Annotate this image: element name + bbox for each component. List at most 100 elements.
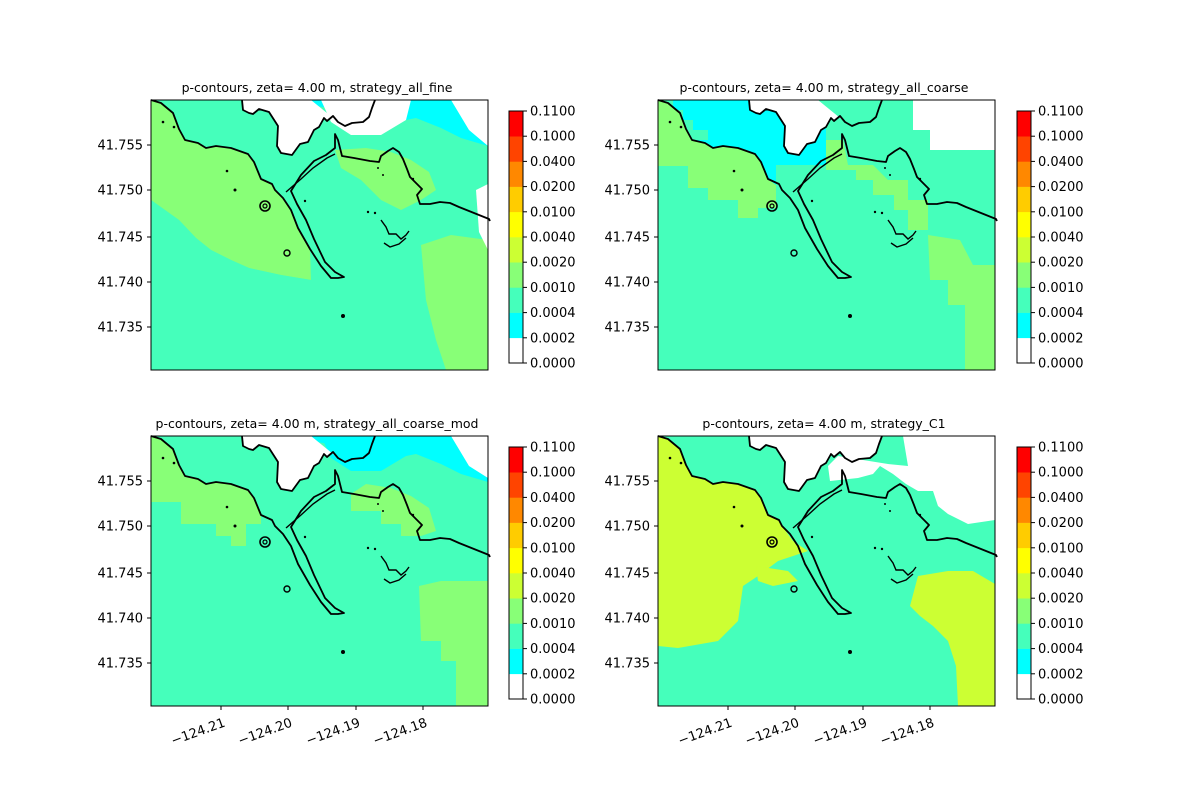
y-axis: 41.755 41.750 41.745 41.740 41.735	[98, 475, 151, 672]
colorbar-swatch	[509, 598, 523, 624]
heatmap-field	[658, 436, 995, 706]
colorbar-swatch	[1017, 522, 1031, 549]
colorbar-swatch	[1017, 573, 1031, 599]
colorbar-swatch	[1017, 472, 1031, 498]
colorbar-swatch	[509, 237, 523, 263]
colorbar-swatch	[1017, 337, 1031, 364]
y-tick-label: 41.750	[98, 184, 144, 199]
panel-strategy-all-fine: p-contours, zeta= 4.00 m, strategy_all_f…	[98, 80, 491, 371]
colorbar-tick-label: 0.0004	[530, 306, 576, 321]
colorbar-tick-label: 0.0020	[530, 256, 576, 271]
colorbar-tick-label: 0.0000	[530, 357, 576, 372]
heatmap-field	[151, 436, 488, 706]
colorbar-tick-label: 0.0010	[1038, 281, 1084, 296]
colorbar-tick-label: 0.1000	[1038, 130, 1084, 145]
x-tick-label: −124.18	[878, 716, 936, 749]
colorbar-swatch	[1017, 186, 1031, 213]
colorbar-tick-label: 0.0000	[530, 693, 576, 708]
axes-frame	[657, 435, 996, 707]
colorbar-tick-label: 0.1000	[530, 466, 576, 481]
colorbar-tick-label: 0.0100	[1038, 205, 1084, 220]
panel-title: p-contours, zeta= 4.00 m, strategy_all_f…	[182, 80, 453, 95]
panel-strategy-all-coarse: p-contours, zeta= 4.00 m, strategy_all_c…	[605, 80, 998, 371]
heatmap-field	[658, 100, 995, 370]
colorbar-tick-label: 0.0200	[1038, 516, 1084, 531]
y-tick-label: 41.735	[605, 657, 651, 672]
colorbar-tick-label: 0.0002	[1038, 331, 1084, 346]
colorbar-tick-label: 0.0100	[530, 541, 576, 556]
colorbar-tick-label: 0.0010	[530, 617, 576, 632]
y-tick-label: 41.745	[605, 231, 651, 246]
colorbar-tick-label: 0.0400	[1038, 155, 1084, 170]
colorbar-swatch	[1017, 648, 1031, 675]
y-tick-label: 41.745	[98, 231, 144, 246]
colorbar-swatch	[509, 186, 523, 213]
y-tick-label: 41.735	[605, 321, 651, 336]
colorbar-tick-label: 0.1100	[530, 105, 576, 120]
y-axis: 41.755 41.750 41.745 41.740 41.735	[98, 139, 151, 336]
y-tick-label: 41.740	[98, 612, 144, 627]
colorbar-swatch	[509, 161, 523, 187]
y-axis: 41.755 41.750 41.745 41.740 41.735	[605, 139, 658, 336]
x-axis: −124.21 −124.20 −124.19 −124.18	[169, 706, 429, 749]
colorbar-swatch	[509, 673, 523, 700]
colorbar-swatch	[509, 648, 523, 675]
colorbar-tick-label: 0.0000	[1038, 693, 1084, 708]
colorbar: 0.0000 0.0002 0.0004 0.0010 0.0020 0.0040 0.01…	[508, 441, 576, 708]
colorbar-tick-label: 0.0000	[1038, 357, 1084, 372]
x-tick-label: −124.20	[236, 716, 294, 749]
colorbar-swatch	[509, 522, 523, 549]
colorbar-swatch	[509, 211, 523, 238]
x-tick-label: −124.21	[676, 716, 734, 749]
x-tick-label: −124.19	[811, 716, 869, 749]
colorbar-swatch	[1017, 111, 1031, 137]
colorbar-swatch	[509, 262, 523, 288]
colorbar-tick-label: 0.0020	[530, 592, 576, 607]
colorbar-swatch	[1017, 312, 1031, 339]
colorbar-swatch	[509, 287, 523, 313]
colorbar-tick-label: 0.0400	[1038, 491, 1084, 506]
colorbar-tick-label: 0.0200	[530, 516, 576, 531]
colorbar-swatch	[1017, 547, 1031, 574]
y-tick-label: 41.745	[605, 567, 651, 582]
colorbar-tick-label: 0.0020	[1038, 256, 1084, 271]
axes-frame	[150, 99, 489, 371]
colorbar-tick-label: 0.0004	[530, 642, 576, 657]
y-tick-label: 41.745	[98, 567, 144, 582]
y-tick-label: 41.755	[98, 475, 144, 490]
y-tick-label: 41.740	[605, 276, 651, 291]
colorbar-swatch	[509, 573, 523, 599]
colorbar-swatch	[509, 136, 523, 162]
colorbar-tick-label: 0.0400	[530, 491, 576, 506]
colorbar-tick-label: 0.1100	[530, 441, 576, 456]
colorbar-tick-label: 0.0004	[1038, 642, 1084, 657]
colorbar-swatch	[509, 497, 523, 523]
y-tick-label: 41.755	[605, 139, 651, 154]
y-tick-label: 41.740	[98, 276, 144, 291]
x-tick-label: −124.19	[304, 716, 362, 749]
colorbar: 0.0000 0.0002 0.0004 0.0010 0.0020 0.0040 0.01…	[508, 105, 576, 372]
y-tick-label: 41.755	[605, 475, 651, 490]
colorbar-swatch	[1017, 136, 1031, 162]
panel-strategy-all-coarse-mod: p-contours, zeta= 4.00 m, strategy_all_c…	[98, 416, 491, 749]
colorbar-swatch	[509, 547, 523, 574]
y-tick-label: 41.750	[605, 184, 651, 199]
colorbar-tick-label: 0.0040	[530, 567, 576, 582]
colorbar-tick-label: 0.1000	[1038, 466, 1084, 481]
axes-frame	[657, 99, 996, 371]
panel-title: p-contours, zeta= 4.00 m, strategy_all_c…	[156, 416, 479, 431]
colorbar-tick-label: 0.0400	[530, 155, 576, 170]
colorbar-tick-label: 0.1000	[530, 130, 576, 145]
colorbar-swatch	[1017, 447, 1031, 473]
colorbar-swatch	[1017, 623, 1031, 649]
x-tick-label: −124.21	[169, 716, 227, 749]
colorbar-swatch	[509, 623, 523, 649]
y-tick-label: 41.740	[605, 612, 651, 627]
y-tick-label: 41.750	[605, 520, 651, 535]
colorbar-swatch	[509, 337, 523, 364]
y-axis: 41.755 41.750 41.745 41.740 41.735	[605, 475, 658, 672]
colorbar-tick-label: 0.0004	[1038, 306, 1084, 321]
panel-title: p-contours, zeta= 4.00 m, strategy_C1	[702, 416, 945, 431]
colorbar-tick-label: 0.1100	[1038, 105, 1084, 120]
